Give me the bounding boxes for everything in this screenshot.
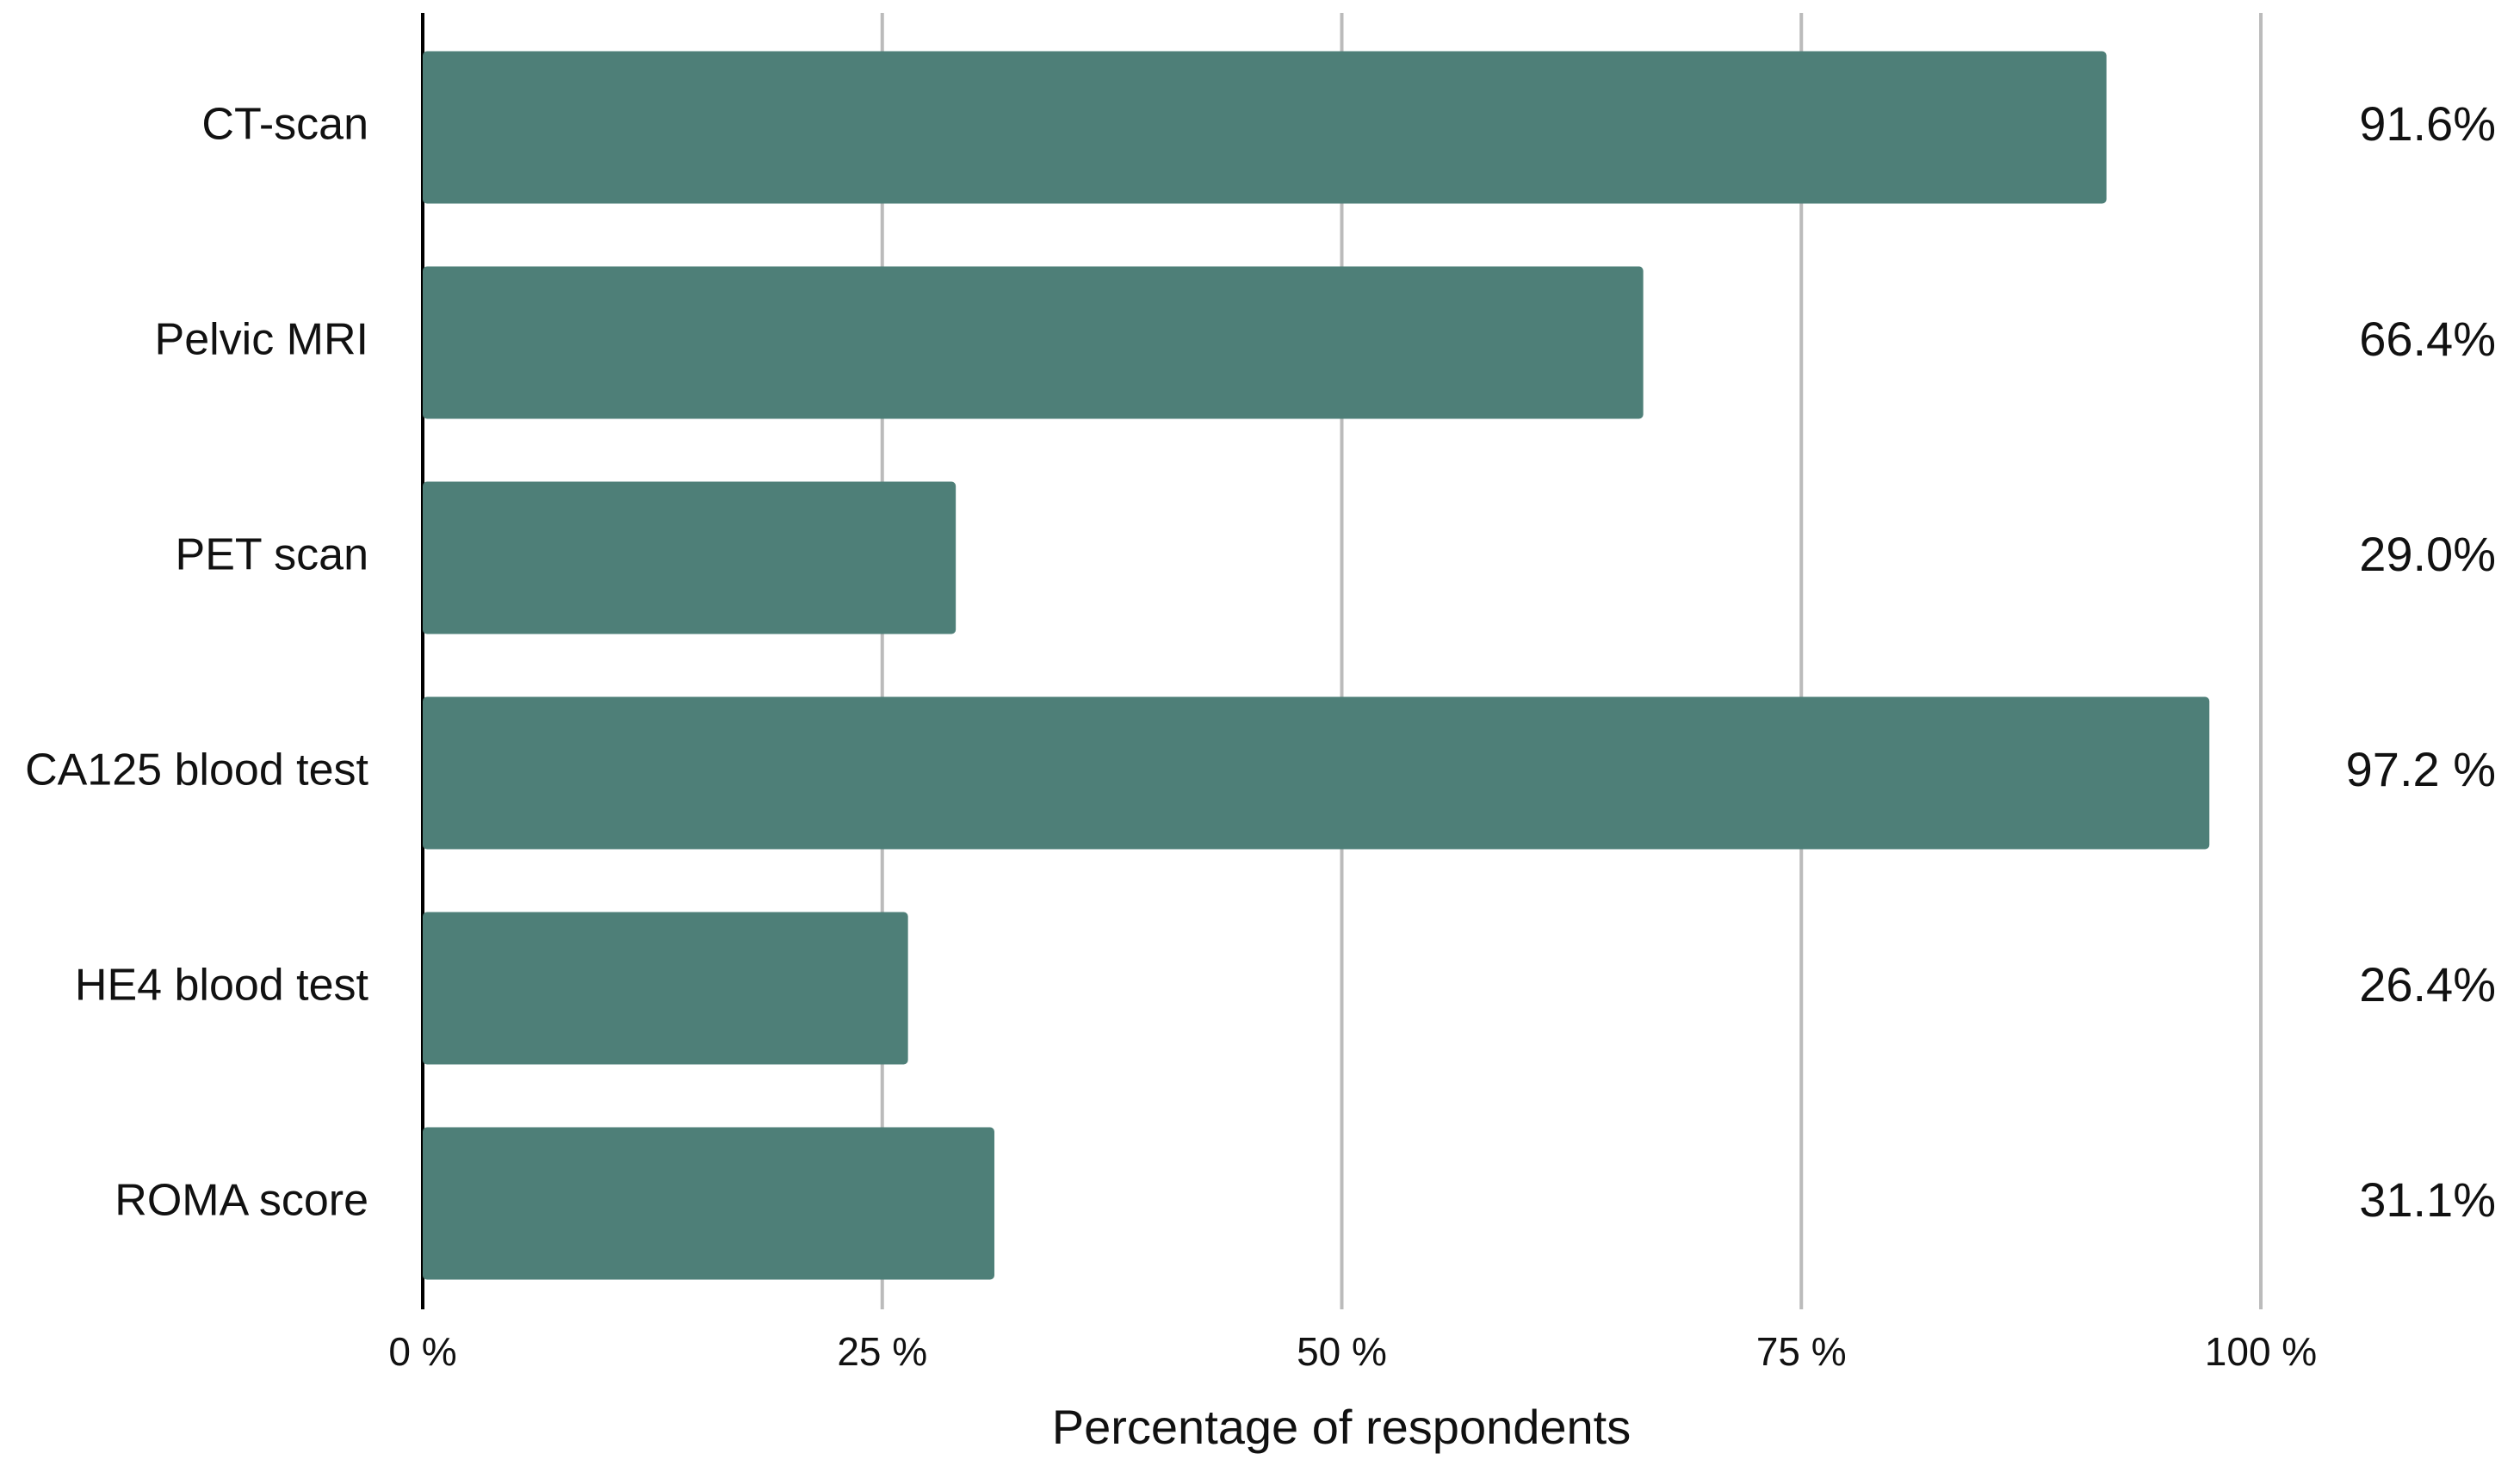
value-label: 66.4% — [2359, 312, 2496, 366]
y-tick-label: PET scan — [176, 530, 368, 580]
value-label: 91.6% — [2359, 96, 2496, 151]
value-label: 97.2 % — [2346, 742, 2496, 796]
y-tick-label: CT-scan — [201, 100, 368, 150]
value-label: 26.4% — [2359, 957, 2496, 1011]
y-tick-label: Pelvic MRI — [155, 315, 368, 365]
x-axis-label: Percentage of respondents — [1052, 1400, 1631, 1454]
x-tick-label: 0 % — [388, 1329, 456, 1374]
y-tick-label: CA125 blood test — [25, 745, 368, 795]
x-tick-label: 50 % — [1297, 1329, 1387, 1374]
x-tick-label: 100 % — [2205, 1329, 2317, 1374]
value-label: 29.0% — [2359, 527, 2496, 581]
bar — [423, 696, 2210, 850]
y-tick-label: ROMA score — [115, 1176, 368, 1226]
bar — [423, 481, 957, 634]
bar — [423, 51, 2107, 204]
bar — [423, 266, 1644, 419]
bar — [423, 912, 908, 1065]
bar — [423, 1127, 994, 1280]
x-tick-label: 75 % — [1756, 1329, 1847, 1374]
value-label: 31.1% — [2359, 1172, 2496, 1227]
y-tick-label: HE4 blood test — [75, 961, 369, 1011]
x-tick-label: 25 % — [837, 1329, 927, 1374]
